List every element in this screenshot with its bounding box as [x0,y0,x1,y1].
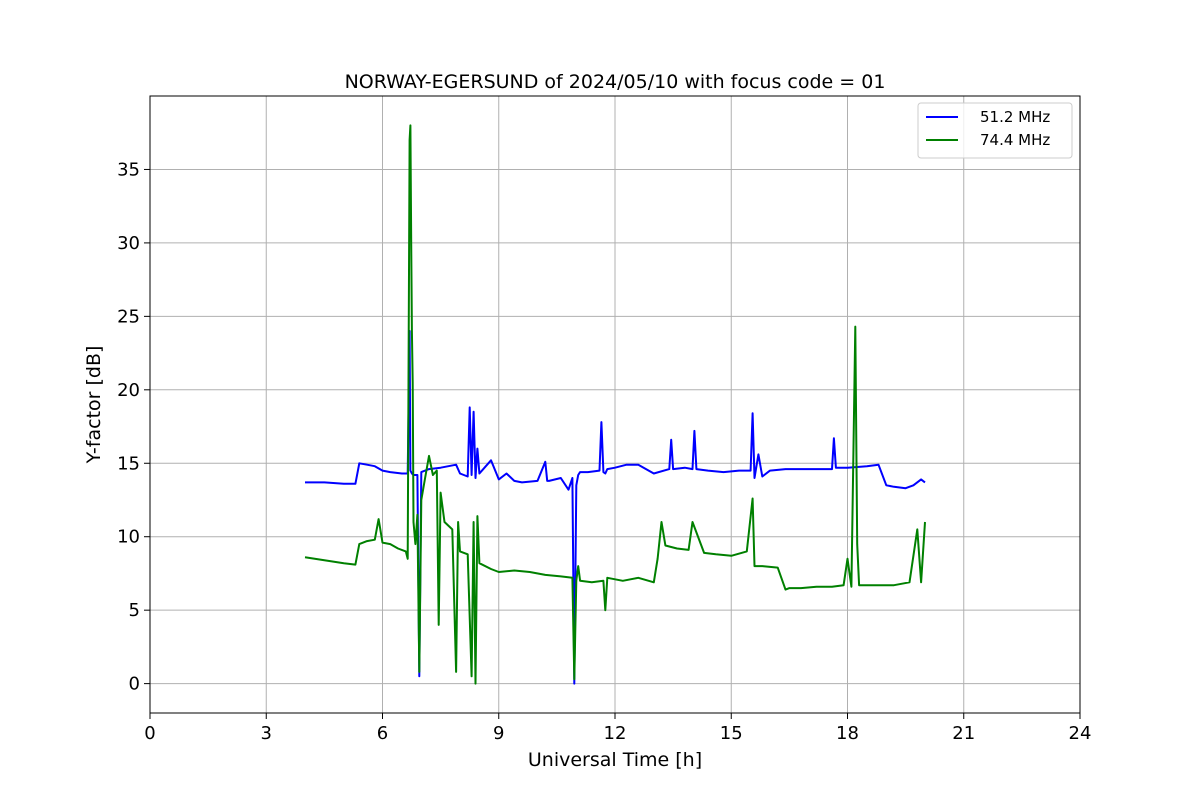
y-tick-label: 25 [117,306,140,327]
y-tick-label: 0 [129,674,140,695]
x-tick-label: 18 [836,723,859,744]
y-tick-label: 30 [117,233,140,254]
y-axis-title: Y-factor [dB] [83,346,105,465]
x-tick-label: 9 [493,723,504,744]
legend-label: 74.4 MHz [980,131,1050,149]
grid [149,96,1081,713]
y-tick-label: 20 [117,380,140,401]
legend: 51.2 MHz 74.4 MHz [917,102,1073,159]
x-tick-label: 24 [1069,723,1092,744]
chart-title: NORWAY-EGERSUND of 2024/05/10 with focus… [345,71,886,93]
y-tick-label: 5 [129,600,140,621]
x-tick-label: 3 [261,723,272,744]
x-axis-title: Universal Time [h] [528,749,702,771]
x-tick-label: 15 [720,723,743,744]
series-layer [304,124,926,685]
ticks: 0 3 6 9 12 15 18 21 24 0 5 10 15 20 25 30 35 [117,159,1091,744]
x-tick-label: 12 [604,723,627,744]
y-tick-label: 15 [117,453,140,474]
series-line-2 [304,124,926,685]
y-tick-label: 10 [117,527,140,548]
x-tick-label: 0 [144,723,155,744]
y-tick-label: 35 [117,159,140,180]
x-tick-label: 6 [377,723,388,744]
x-tick-label: 21 [952,723,975,744]
legend-label: 51.2 MHz [980,108,1050,126]
